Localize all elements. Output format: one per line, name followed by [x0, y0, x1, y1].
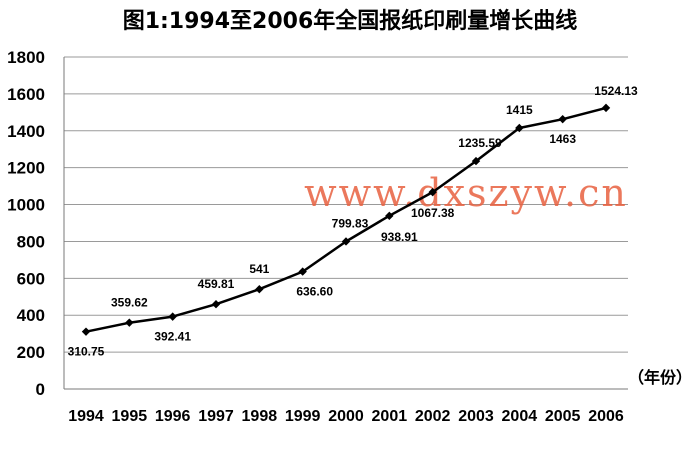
data-label-2003: 1235.59: [458, 136, 502, 150]
data-point-2001: [385, 211, 394, 221]
x-tick-label-2004: 2004: [502, 408, 538, 425]
data-label-1994: 310.75: [68, 345, 105, 359]
data-label-1995: 359.62: [111, 296, 148, 310]
x-tick-label-2006: 2006: [588, 408, 624, 425]
x-tick-label-2001: 2001: [372, 408, 408, 425]
x-tick-label-1999: 1999: [285, 408, 321, 425]
data-label-1999: 636.60: [296, 285, 333, 299]
data-markers: [81, 103, 611, 336]
x-tick-label-1995: 1995: [112, 408, 148, 425]
y-tick-label-1600: 1600: [7, 85, 45, 104]
x-tick-label-2005: 2005: [545, 408, 581, 425]
data-point-1999: [298, 267, 307, 276]
y-tick-labels: 0 200 400 600 800 1000 1200 1400 1600 1800: [7, 48, 45, 399]
data-point-1995: [125, 318, 134, 327]
data-label-2005: 1463: [549, 132, 576, 146]
x-axis-unit-label: （年份）: [628, 368, 692, 387]
data-point-2005: [558, 114, 567, 124]
x-tick-label-1998: 1998: [242, 408, 278, 425]
data-point-1997: [211, 299, 221, 309]
data-label-2006: 1524.13: [594, 84, 638, 98]
x-tick-label-1994: 1994: [68, 408, 104, 425]
gridlines: [64, 56, 628, 353]
x-tick-label-1997: 1997: [198, 408, 234, 425]
y-tick-label-800: 800: [17, 232, 45, 251]
watermark-text: www.dxszyw.cn: [304, 171, 628, 215]
y-tick-label-1400: 1400: [7, 122, 45, 141]
x-tick-labels: 1994 1995 1996 1997 1998 1999 2000 2001 2002 2003…: [68, 408, 624, 425]
data-point-2006: [601, 103, 611, 113]
data-label-2001: 938.91: [381, 230, 418, 244]
y-tick-label-0: 0: [36, 380, 45, 399]
data-point-1998: [255, 285, 264, 294]
chart-title: 图1:1994至2006年全国报纸印刷量增长曲线: [123, 8, 578, 34]
data-point-2003: [471, 156, 481, 166]
data-label-1997: 459.81: [198, 277, 235, 291]
y-tick-label-600: 600: [17, 269, 45, 288]
x-tick-label-2002: 2002: [415, 408, 451, 425]
x-tick-label-1996: 1996: [155, 408, 191, 425]
data-point-1994: [81, 327, 91, 336]
x-tick-label-2000: 2000: [328, 408, 364, 425]
data-labels: 310.75 359.62 392.41 459.81 541 636.60 799.83 9…: [68, 84, 638, 359]
y-tick-label-1200: 1200: [7, 159, 45, 178]
data-label-1996: 392.41: [154, 330, 191, 344]
x-tick-label-2003: 2003: [458, 408, 494, 425]
y-tick-label-200: 200: [17, 343, 45, 362]
y-tick-label-1800: 1800: [7, 48, 45, 67]
data-label-2000: 799.83: [332, 216, 369, 230]
data-point-2002: [428, 187, 437, 197]
axes: [63, 57, 628, 390]
data-point-2004: [515, 123, 524, 133]
data-label-2004: 1415: [506, 103, 533, 117]
data-label-2002: 1067.38: [411, 206, 455, 220]
data-point-1996: [168, 312, 177, 321]
y-tick-label-400: 400: [17, 306, 45, 325]
data-label-1998: 541: [249, 262, 269, 276]
data-point-2000: [341, 237, 351, 246]
y-tick-label-1000: 1000: [7, 196, 45, 215]
